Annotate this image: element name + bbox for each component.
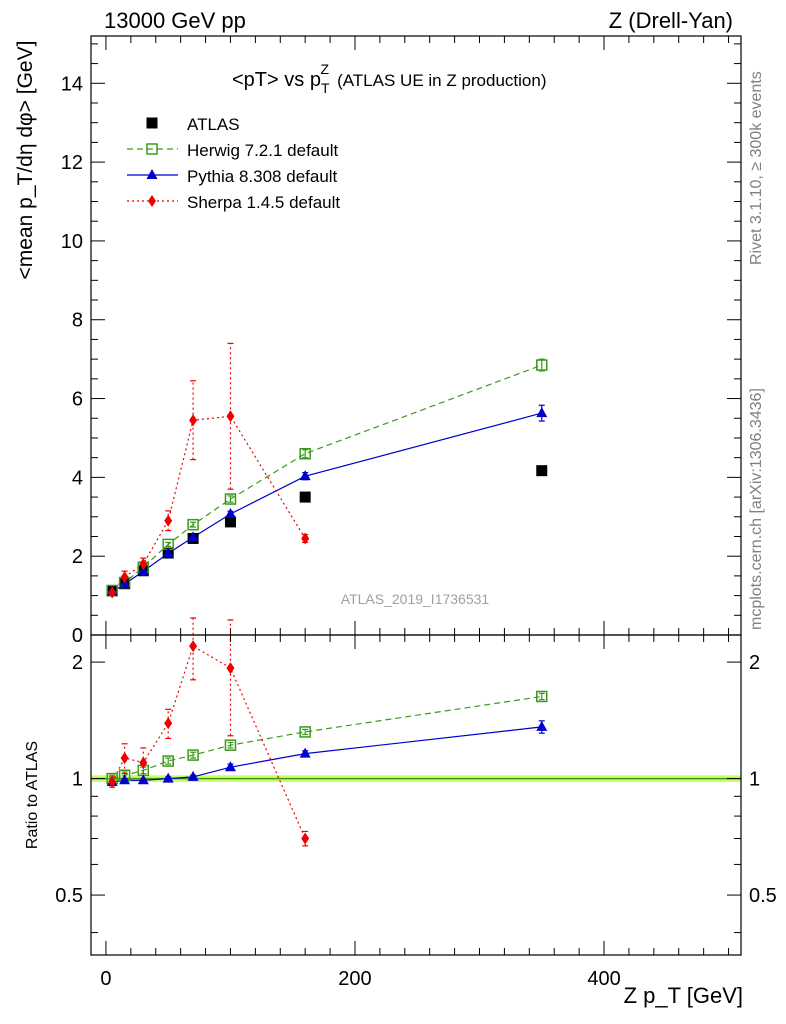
legend-label-pythia: Pythia 8.308 default xyxy=(187,167,338,186)
sherpa-point xyxy=(120,571,129,584)
legend-marker-herwig xyxy=(146,143,158,155)
analysis-watermark: ATLAS_2019_I1736531 xyxy=(341,591,490,607)
herwig-point xyxy=(187,518,199,531)
atlas-point xyxy=(299,491,311,503)
pythia-point xyxy=(299,470,311,481)
ratio-panel: 0 200 400 0.5 0.5 1 1 2 2 xyxy=(55,617,777,990)
header-right: Z (Drell-Yan) xyxy=(609,8,733,33)
y-tick-label: 14 xyxy=(61,73,83,95)
y-tick-label: 12 xyxy=(61,152,83,174)
pythia-point xyxy=(162,547,174,558)
x-tick-label: 400 xyxy=(587,968,620,990)
pythia-point xyxy=(299,747,311,758)
sherpa-point xyxy=(226,662,235,675)
y-tick-label: 1 xyxy=(72,769,83,791)
pythia-point xyxy=(119,774,131,785)
sherpa-point xyxy=(301,532,310,545)
herwig-point xyxy=(224,493,237,505)
legend-label-atlas: ATLAS xyxy=(187,115,240,134)
y-tick-label-right: 1 xyxy=(749,769,760,791)
plot-title-sub: T xyxy=(321,80,330,96)
atlas-point xyxy=(536,465,548,477)
mcplots-label: mcplots.cern.ch [arXiv:1306.3436] xyxy=(748,388,765,630)
pythia-point xyxy=(137,774,149,785)
plot-title: <pT> vs pTZ (ATLAS UE in Z production) xyxy=(232,61,547,96)
sherpa-point xyxy=(108,586,117,599)
plot-title-sup: Z xyxy=(321,61,330,77)
herwig-point xyxy=(187,749,199,761)
sherpa-line xyxy=(111,645,306,839)
y-tick-label: 6 xyxy=(72,389,83,411)
herwig-point xyxy=(224,739,237,751)
legend: ATLAS Herwig 7.2.1 default Pythia 8.308 de… xyxy=(127,115,340,212)
herwig-point xyxy=(299,447,311,460)
pythia-point xyxy=(119,578,131,589)
sherpa-point xyxy=(164,717,173,730)
xlabel: Z p_T [GeV] xyxy=(624,983,743,1008)
pythia-line xyxy=(111,412,542,593)
main-panel: 0 2 4 6 8 10 12 14 xyxy=(61,35,742,647)
x-tick-label: 200 xyxy=(338,968,371,990)
pythia-point xyxy=(224,508,236,519)
sherpa-point xyxy=(189,640,198,653)
sherpa-point xyxy=(301,832,310,845)
header-left: 13000 GeV pp xyxy=(104,8,246,33)
pythia-point xyxy=(162,772,174,783)
x-tick-label: 0 xyxy=(100,968,111,990)
herwig-point xyxy=(162,755,174,767)
legend-marker-atlas xyxy=(146,117,158,129)
herwig-point xyxy=(536,359,548,371)
herwig-line xyxy=(112,695,542,780)
y-tick-label: 0.5 xyxy=(55,885,83,907)
legend-marker-pythia xyxy=(146,169,158,179)
y-tick-label: 4 xyxy=(72,467,83,489)
plot-title-main: <pT> vs p xyxy=(232,69,321,91)
y-tick-label: 8 xyxy=(72,310,83,332)
sherpa-point xyxy=(139,558,148,571)
y-tick-label: 2 xyxy=(72,546,83,568)
herwig-line xyxy=(111,364,543,592)
plot-title-tail: (ATLAS UE in Z production) xyxy=(337,71,546,90)
pythia-point xyxy=(536,720,548,731)
ylabel-main: <mean p_T/dη dφ> [GeV] xyxy=(14,41,37,280)
sherpa-point xyxy=(108,775,117,788)
pythia-point xyxy=(187,531,199,542)
rivet-label: Rivet 3.1.10, ≥ 300k events xyxy=(748,71,765,265)
y-tick-label: 2 xyxy=(72,652,83,674)
sherpa-point xyxy=(189,414,198,427)
y-tick-label: 10 xyxy=(61,231,83,253)
ylabel-ratio: Ratio to ATLAS xyxy=(24,741,41,849)
y-tick-label-right: 0.5 xyxy=(749,885,777,907)
pythia-point xyxy=(536,407,548,418)
pythia-point xyxy=(224,761,236,772)
legend-label-sherpa: Sherpa 1.4.5 default xyxy=(187,193,340,212)
sherpa-point xyxy=(120,752,129,765)
sherpa-point xyxy=(164,514,173,527)
herwig-point xyxy=(299,726,311,738)
y-tick-label-right: 2 xyxy=(749,652,760,674)
pythia-point xyxy=(137,565,149,576)
sherpa-point xyxy=(139,756,148,769)
y-tick-label: 0 xyxy=(72,625,83,647)
legend-label-herwig: Herwig 7.2.1 default xyxy=(187,141,338,160)
atlas-point xyxy=(224,516,236,528)
sherpa-point xyxy=(226,410,235,423)
pythia-point xyxy=(187,770,199,781)
legend-marker-sherpa xyxy=(148,195,156,207)
plot-frame xyxy=(90,634,742,956)
herwig-point xyxy=(536,690,548,703)
pythia-line xyxy=(112,726,542,783)
